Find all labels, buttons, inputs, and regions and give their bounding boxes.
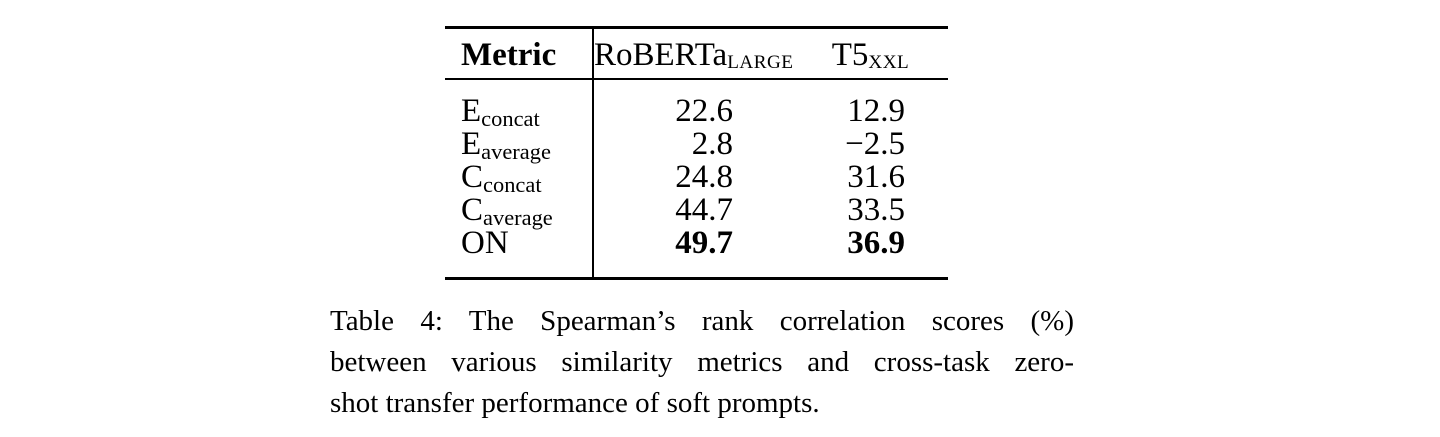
- t5-value-cell: −2.5: [845, 125, 905, 162]
- t5-header-label: T5: [831, 37, 869, 74]
- metric-symbol: C: [461, 191, 484, 228]
- table-row: Cconcat 24.8 31.6: [445, 158, 948, 198]
- metric-cell: ON: [445, 224, 594, 278]
- caption-line: shot transfer performance of soft prompt…: [330, 387, 820, 419]
- t5-value-cell: 36.9: [847, 224, 905, 261]
- table-row: Eaverage 2.8 −2.5: [445, 125, 948, 165]
- metric-header-label: Metric: [461, 37, 557, 74]
- metric-subscript: concat: [483, 172, 542, 198]
- roberta-value-cell: 44.7: [675, 191, 733, 228]
- t5-value-cell: 31.6: [847, 158, 905, 195]
- correlation-table-figure: Metric RoBERTaLARGE T5XXL Econcat 22.6 1…: [445, 26, 948, 280]
- results-table: Metric RoBERTaLARGE T5XXL Econcat 22.6 1…: [445, 26, 948, 280]
- metric-column-header: Metric: [445, 27, 594, 80]
- metric-cell: Eaverage: [445, 125, 594, 165]
- t5-value-cell: 33.5: [847, 191, 905, 228]
- metric-subscript: average: [483, 205, 553, 231]
- t5-value-cell: 12.9: [847, 92, 905, 129]
- metric-subscript: average: [481, 139, 551, 165]
- metric-cell: Econcat: [445, 78, 594, 132]
- roberta-value-cell: 49.7: [675, 224, 733, 261]
- table-row: Econcat 22.6 12.9: [445, 78, 948, 132]
- metric-subscript: concat: [481, 106, 540, 132]
- table-row: Caverage 44.7 33.5: [445, 191, 948, 231]
- table-row-best: ON 49.7 36.9: [445, 224, 948, 278]
- caption-line: Table 4: The Spearman’s rank correlation…: [330, 305, 1074, 337]
- roberta-header-label: RoBERTa: [594, 37, 728, 74]
- metric-symbol: E: [461, 92, 482, 129]
- table-caption: Table 4: The Spearman’s rank correlation…: [330, 301, 1074, 424]
- metric-cell: Cconcat: [445, 158, 594, 198]
- roberta-value-cell: 22.6: [675, 92, 733, 129]
- metric-symbol: E: [461, 125, 482, 162]
- caption-line: between various similarity metrics and c…: [330, 346, 1074, 378]
- metric-symbol: ON: [461, 224, 509, 261]
- t5-column-header: T5XXL: [793, 27, 948, 80]
- roberta-column-header: RoBERTaLARGE: [593, 27, 794, 80]
- roberta-value-cell: 2.8: [691, 125, 733, 162]
- roberta-header-subscript: LARGE: [727, 51, 794, 73]
- metric-symbol: C: [461, 158, 484, 195]
- table-header-row: Metric RoBERTaLARGE T5XXL: [445, 27, 948, 80]
- metric-cell: Caverage: [445, 191, 594, 231]
- t5-header-subscript: XXL: [868, 51, 910, 73]
- roberta-value-cell: 24.8: [675, 158, 733, 195]
